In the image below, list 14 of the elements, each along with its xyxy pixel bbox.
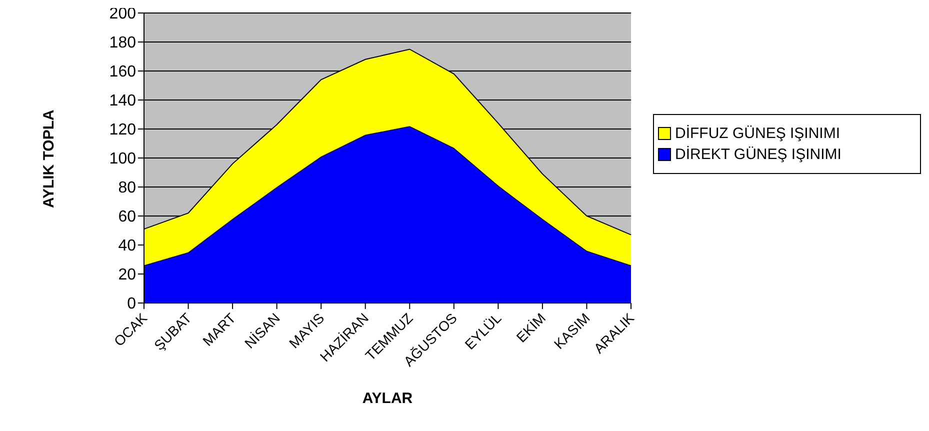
y-tick-label: 120 xyxy=(109,122,136,139)
y-tick-label: 180 xyxy=(109,34,136,52)
x-axis-title: AYLAR xyxy=(362,390,413,407)
y-tick-label: 0 xyxy=(127,296,136,313)
y-tick-label: 60 xyxy=(118,208,136,226)
y-axis-title: AYLIK TOPLA xyxy=(40,109,58,208)
y-tick-label: 100 xyxy=(109,150,136,168)
y-tick-label: 160 xyxy=(109,64,136,81)
legend-label: DİREKT GÜNEŞ IŞINIMI xyxy=(675,146,842,163)
y-tick-label: 20 xyxy=(118,266,136,284)
y-tick-label: 140 xyxy=(109,92,136,110)
legend-label: DİFFUZ GÜNEŞ IŞINIMI xyxy=(675,125,840,142)
y-tick-label: 40 xyxy=(118,238,136,255)
y-tick-label: 80 xyxy=(118,180,136,197)
